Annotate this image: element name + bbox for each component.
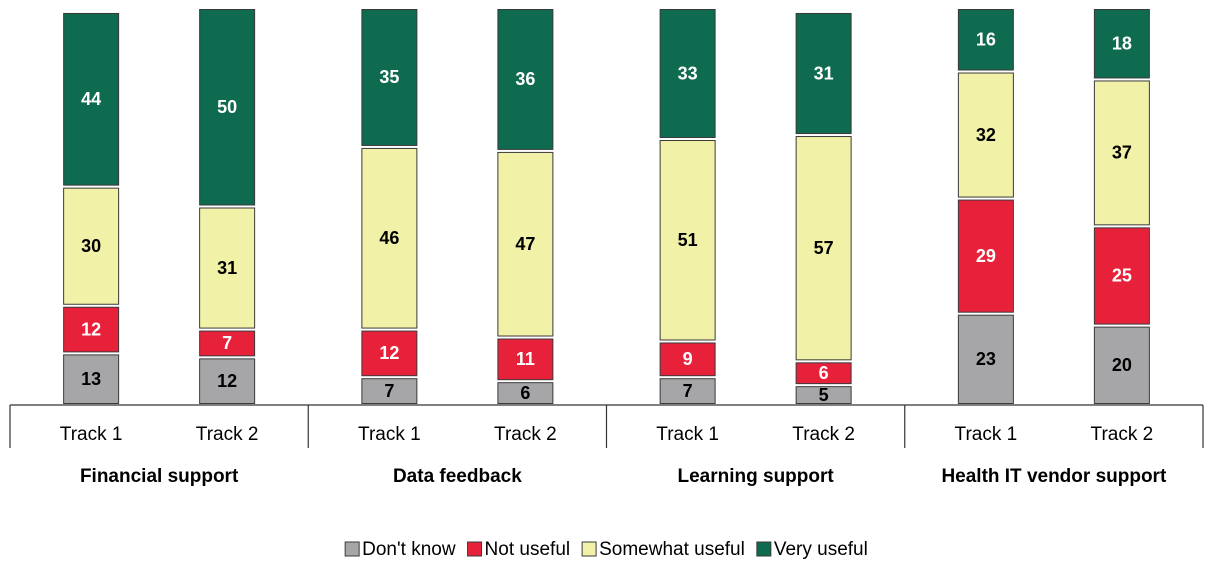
bar-segment [199, 207, 256, 329]
legend-swatch [344, 541, 360, 557]
value-label: 20 [1112, 355, 1132, 375]
legend-label: Not useful [485, 539, 571, 560]
bar-segment [361, 9, 418, 146]
bar-segment [1093, 80, 1150, 226]
bar-segment [63, 354, 120, 405]
value-label: 7 [384, 381, 394, 401]
value-label: 31 [814, 63, 834, 83]
bar-segment [795, 12, 852, 135]
value-label: 51 [678, 230, 698, 250]
bar-segment [957, 72, 1014, 198]
bar-segment [63, 306, 120, 353]
bar-segment [659, 9, 716, 139]
bar-segment [497, 338, 554, 381]
group-label: Financial support [80, 466, 239, 487]
x-tick-label: Track 2 [196, 424, 259, 445]
legend-label: Somewhat useful [599, 539, 745, 560]
bar-segment [795, 362, 852, 385]
x-tick-label: Track 1 [955, 424, 1018, 445]
value-label: 50 [217, 97, 237, 117]
value-label: 12 [379, 343, 399, 363]
x-tick-label: Track 1 [358, 424, 421, 445]
value-label: 6 [520, 383, 530, 403]
bar-segment [361, 147, 418, 329]
bar-segment [361, 330, 418, 377]
value-label: 23 [976, 349, 996, 369]
value-label: 47 [515, 234, 535, 254]
group-label: Learning support [678, 466, 835, 487]
bar-segment [497, 382, 554, 404]
value-label: 16 [976, 30, 996, 50]
value-label: 57 [814, 238, 834, 258]
value-label: 7 [222, 333, 232, 353]
legend-swatch [467, 541, 483, 557]
value-label: 12 [217, 371, 237, 391]
x-tick-label: Track 1 [60, 424, 123, 445]
bar-segment [497, 9, 554, 150]
legend-label: Very useful [774, 539, 868, 560]
bar-segment [1093, 227, 1150, 325]
value-label: 37 [1112, 143, 1132, 163]
value-label: 44 [81, 89, 101, 109]
group-label: Data feedback [393, 466, 522, 487]
bar-segment [957, 314, 1014, 404]
bar-segment [497, 151, 554, 337]
bar-segment [957, 199, 1014, 313]
value-label: 7 [683, 381, 693, 401]
legend: Don't know Not useful Somewhat useful Very … [344, 539, 868, 560]
x-tick-label: Track 2 [494, 424, 557, 445]
x-tick-label: Track 2 [1091, 424, 1154, 445]
bar-segment [795, 386, 852, 404]
bar-segment [659, 140, 716, 341]
bar-segment [1093, 9, 1150, 79]
value-label: 13 [81, 369, 101, 389]
legend-label: Don't know [362, 539, 456, 560]
value-label: 32 [976, 125, 996, 145]
legend-swatch [756, 541, 772, 557]
value-label: 30 [81, 236, 101, 256]
value-label: 12 [81, 319, 101, 339]
bar-segment [795, 136, 852, 361]
group-label: Health IT vendor support [941, 466, 1167, 487]
bar-segment [199, 358, 256, 404]
value-label: 35 [379, 67, 399, 87]
value-label: 18 [1112, 33, 1132, 53]
bar-segment [659, 342, 716, 377]
x-tick-label: Track 1 [656, 424, 719, 445]
value-label: 46 [379, 228, 399, 248]
bar-segment [199, 9, 256, 206]
value-label: 11 [516, 349, 535, 369]
value-label: 31 [217, 258, 237, 278]
bar-segment [659, 378, 716, 404]
legend-swatch [581, 541, 597, 557]
value-label: 36 [515, 69, 535, 89]
bar-segment [361, 378, 418, 404]
bar-segment [957, 9, 1014, 71]
bar-segment [199, 330, 256, 357]
value-label: 25 [1112, 266, 1132, 286]
value-label: 5 [819, 385, 829, 405]
bar-segment [1093, 326, 1150, 405]
bar-segment [63, 187, 120, 305]
x-tick-label: Track 2 [792, 424, 855, 445]
value-label: 9 [683, 349, 693, 369]
value-label: 6 [819, 363, 829, 383]
bar-segment [63, 12, 120, 186]
value-label: 33 [678, 63, 698, 83]
value-label: 29 [976, 246, 996, 266]
